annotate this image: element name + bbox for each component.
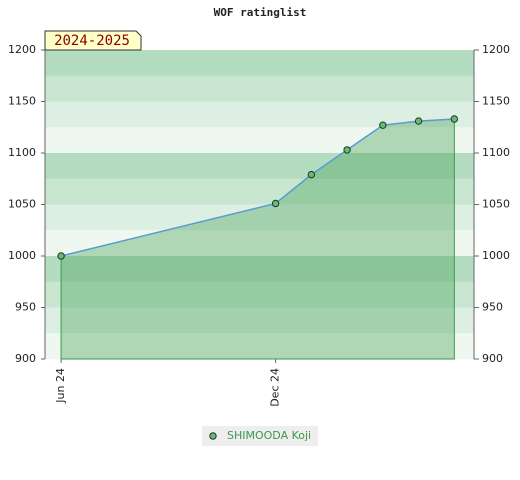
point bbox=[271, 199, 280, 208]
y-tick-label: 1200 bbox=[8, 43, 36, 56]
background-stripe bbox=[45, 307, 474, 334]
y2-tick-label: 950 bbox=[482, 301, 503, 314]
background-stripe bbox=[45, 230, 474, 257]
point bbox=[57, 252, 65, 260]
x-tick-label: Dec 24 bbox=[269, 368, 282, 407]
y2-tick-label: 1200 bbox=[482, 43, 510, 56]
background-stripe bbox=[45, 178, 474, 205]
point bbox=[379, 121, 387, 129]
y-tick-label: 1100 bbox=[8, 146, 36, 159]
legend-label: SHIMOODA Koji bbox=[227, 429, 311, 442]
background-stripe bbox=[45, 204, 474, 231]
y-tick-label: 950 bbox=[15, 301, 36, 314]
background-stripe bbox=[45, 75, 474, 102]
legend-box bbox=[202, 426, 318, 446]
legend-marker bbox=[209, 432, 217, 440]
background-stripe bbox=[45, 281, 474, 308]
background-stripe bbox=[45, 50, 474, 77]
y-tick-label: 900 bbox=[15, 352, 36, 365]
point bbox=[450, 115, 459, 123]
y-tick-label: 1150 bbox=[8, 95, 36, 108]
point bbox=[414, 117, 423, 125]
y2-tick-label: 1050 bbox=[482, 198, 510, 211]
background-stripe bbox=[45, 256, 474, 283]
y-tick-label: 1050 bbox=[8, 198, 36, 211]
y-tick-label: 1000 bbox=[8, 249, 36, 262]
y2-tick-label: 900 bbox=[482, 352, 503, 365]
chart-title: WOF ratinglist bbox=[214, 6, 307, 19]
x-tick-label: Jun 24 bbox=[54, 368, 67, 404]
background-stripe bbox=[45, 153, 474, 180]
y2-tick-label: 1150 bbox=[482, 95, 510, 108]
badge-box bbox=[44, 30, 142, 51]
point bbox=[343, 146, 351, 154]
y2-tick-label: 1100 bbox=[482, 146, 510, 159]
plot-area bbox=[45, 50, 474, 360]
point bbox=[307, 170, 316, 179]
background-stripe bbox=[45, 333, 474, 360]
badge-label: 2024-2025 bbox=[54, 33, 130, 49]
background-stripe bbox=[45, 127, 474, 154]
y2-tick-label: 1000 bbox=[482, 249, 510, 262]
